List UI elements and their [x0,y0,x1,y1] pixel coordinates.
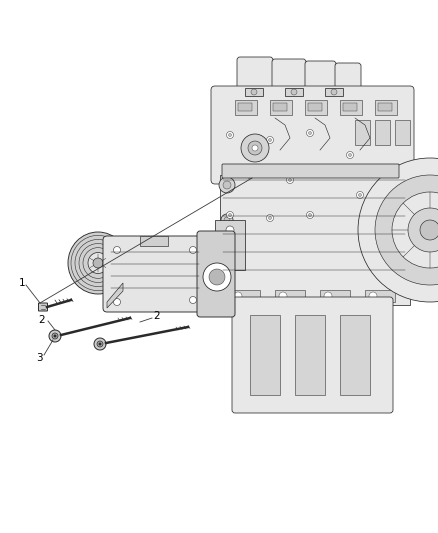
Circle shape [220,248,234,262]
Circle shape [226,226,234,234]
Bar [305,100,327,115]
Bar [220,175,410,305]
Circle shape [229,214,232,216]
Circle shape [226,132,233,139]
FancyBboxPatch shape [237,57,273,98]
Bar [343,103,357,111]
Bar [285,88,303,96]
Circle shape [113,298,120,305]
Circle shape [375,175,438,285]
Circle shape [190,296,197,303]
FancyBboxPatch shape [103,236,209,312]
Circle shape [266,136,273,143]
Circle shape [54,335,56,337]
Circle shape [224,217,230,223]
Circle shape [234,292,242,300]
Circle shape [307,130,314,136]
Circle shape [223,181,231,189]
Circle shape [113,246,120,254]
FancyBboxPatch shape [197,231,235,317]
Bar [295,315,325,395]
Bar [375,120,390,145]
Circle shape [248,141,262,155]
Bar [238,103,252,111]
Circle shape [52,333,58,339]
Circle shape [266,214,273,222]
Text: 1: 1 [19,278,25,288]
Bar [140,236,168,246]
Bar [215,220,245,270]
Circle shape [289,179,292,182]
Circle shape [93,258,103,268]
Bar [355,120,370,145]
Ellipse shape [88,253,108,273]
Circle shape [279,292,287,300]
FancyBboxPatch shape [305,61,336,105]
Circle shape [248,174,251,176]
Bar [273,103,287,111]
Bar [275,290,305,302]
Bar [320,290,350,302]
Circle shape [226,251,234,259]
Circle shape [307,212,314,219]
Circle shape [331,89,337,95]
Circle shape [357,191,364,198]
Circle shape [203,263,231,291]
Bar [340,315,370,395]
Bar [308,103,322,111]
Bar [378,103,392,111]
Circle shape [308,214,311,216]
Circle shape [308,132,311,134]
Circle shape [241,134,269,162]
Circle shape [226,212,233,219]
Bar [250,315,280,395]
Circle shape [369,292,377,300]
Circle shape [268,216,272,220]
Circle shape [97,341,103,347]
Bar [395,120,410,145]
Circle shape [349,154,352,157]
Circle shape [358,193,361,197]
Circle shape [346,151,353,158]
Circle shape [219,177,235,193]
FancyBboxPatch shape [335,63,361,99]
FancyBboxPatch shape [222,164,399,178]
Circle shape [247,172,254,179]
Circle shape [324,292,332,300]
Circle shape [190,246,197,254]
Bar [375,100,397,115]
Ellipse shape [68,232,128,294]
Circle shape [223,252,230,259]
Circle shape [209,269,225,285]
Circle shape [268,139,272,141]
Circle shape [99,343,101,345]
Circle shape [286,176,293,183]
Text: 2: 2 [39,315,45,325]
Bar [340,100,362,115]
Bar [235,100,257,115]
Text: 2: 2 [154,311,160,321]
FancyBboxPatch shape [39,303,47,311]
Circle shape [392,192,438,268]
FancyBboxPatch shape [232,297,393,413]
Circle shape [229,133,232,136]
Circle shape [221,214,233,226]
Circle shape [94,338,106,350]
Circle shape [251,89,257,95]
Circle shape [252,145,258,151]
Polygon shape [107,283,123,308]
FancyBboxPatch shape [272,59,306,105]
Bar [270,100,292,115]
Circle shape [408,208,438,252]
Bar [230,290,260,302]
FancyBboxPatch shape [211,86,414,184]
Bar [245,88,263,96]
Bar [325,88,343,96]
Text: 3: 3 [35,353,42,363]
Circle shape [358,158,438,302]
Circle shape [420,220,438,240]
Circle shape [49,330,61,342]
Circle shape [291,89,297,95]
Bar [365,290,395,302]
